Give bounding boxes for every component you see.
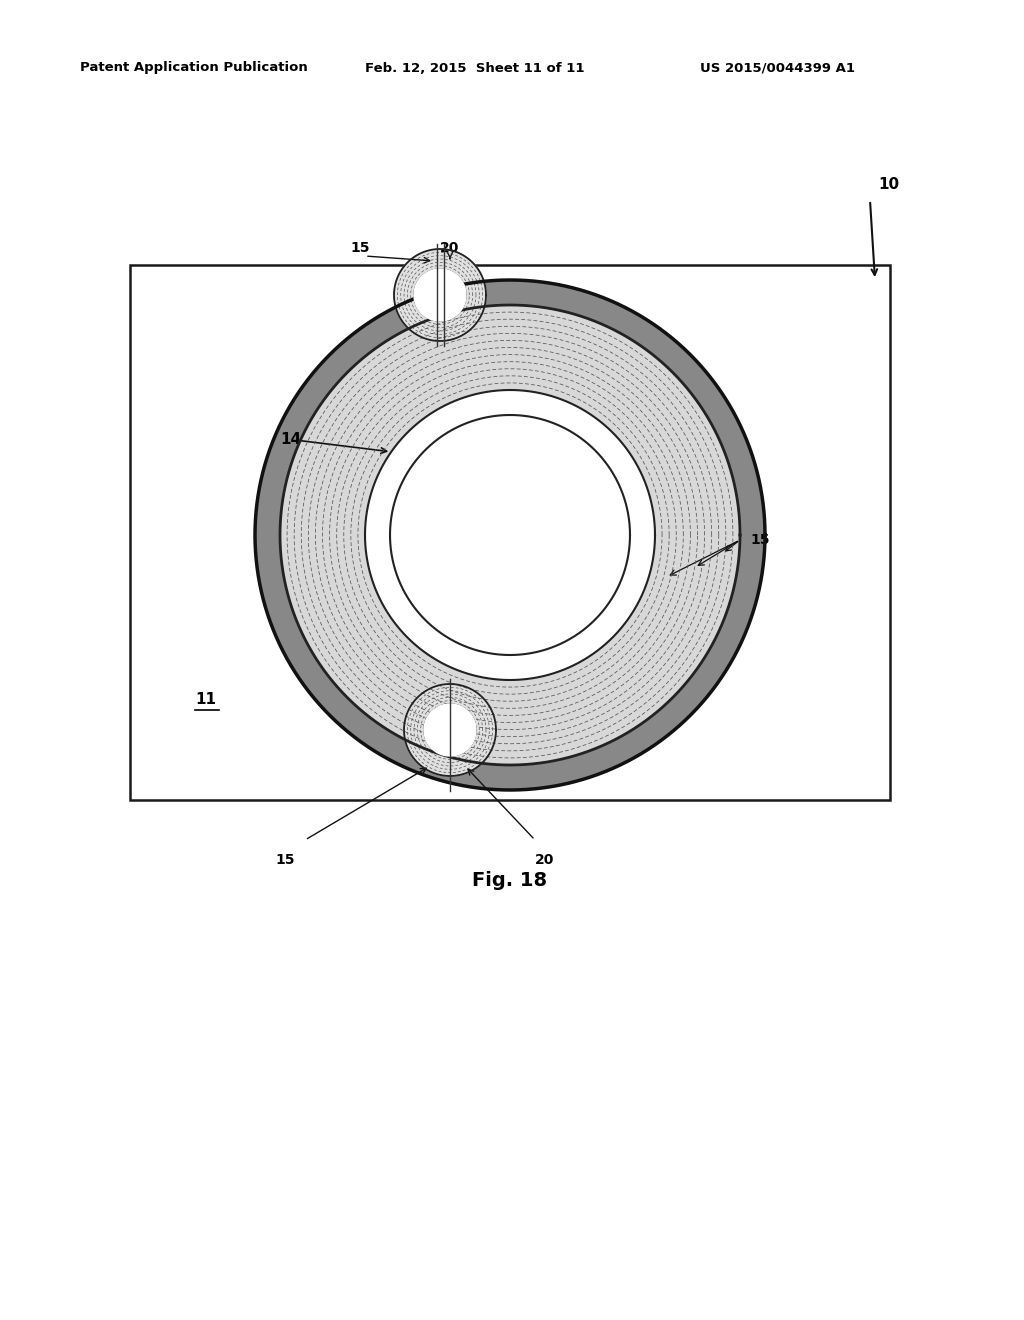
Polygon shape <box>424 704 476 756</box>
Polygon shape <box>390 414 630 655</box>
Text: 15: 15 <box>750 533 769 546</box>
Text: 11: 11 <box>195 693 216 708</box>
Bar <box>130 265 890 800</box>
Text: 14: 14 <box>280 433 301 447</box>
Polygon shape <box>404 684 496 776</box>
Polygon shape <box>255 280 765 789</box>
Polygon shape <box>414 269 466 321</box>
Text: 10: 10 <box>878 177 899 191</box>
Polygon shape <box>280 305 740 766</box>
Text: Patent Application Publication: Patent Application Publication <box>80 62 308 74</box>
Text: 15: 15 <box>350 242 370 255</box>
Text: 20: 20 <box>440 242 460 255</box>
Text: Feb. 12, 2015  Sheet 11 of 11: Feb. 12, 2015 Sheet 11 of 11 <box>365 62 585 74</box>
Text: 15: 15 <box>275 853 295 867</box>
Polygon shape <box>394 249 486 341</box>
Polygon shape <box>365 389 655 680</box>
Text: Fig. 18: Fig. 18 <box>472 870 548 890</box>
Text: US 2015/0044399 A1: US 2015/0044399 A1 <box>700 62 855 74</box>
Text: 20: 20 <box>536 853 555 867</box>
